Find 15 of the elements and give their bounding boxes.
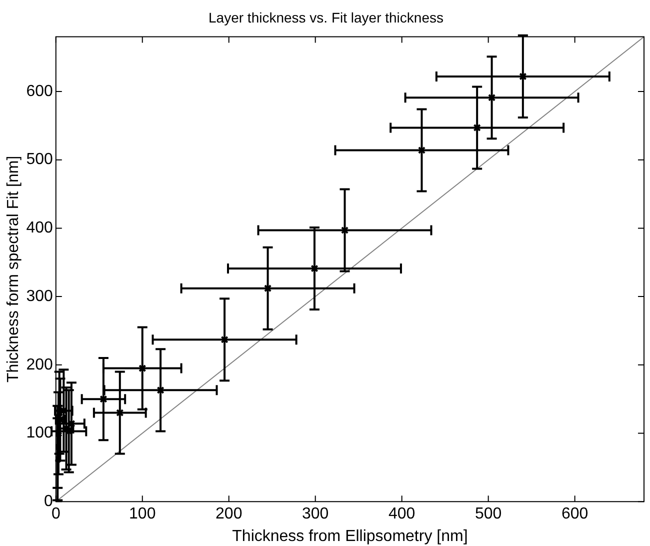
y-tick-label: 200	[26, 356, 53, 374]
x-tick-label: 100	[129, 506, 156, 523]
x-axis-title: Thickness from Ellipsometry [nm]	[232, 528, 468, 545]
y-tick-label: 400	[26, 220, 53, 237]
y-tick-label: 0	[44, 493, 53, 510]
y-tick-label: 300	[26, 288, 53, 305]
chart-title: Layer thickness vs. Fit layer thickness	[208, 9, 444, 26]
x-tick-label: 300	[302, 506, 329, 523]
x-tick-label: 200	[216, 506, 242, 523]
y-tick-label: 600	[26, 82, 53, 100]
x-tick-label: 600	[561, 506, 588, 523]
y-tick-label: 500	[26, 151, 53, 168]
x-tick-label: 400	[388, 506, 416, 523]
x-tick-label: 500	[474, 506, 502, 523]
y-axis-title: Thickness form spectral Fit [nm]	[5, 156, 22, 383]
